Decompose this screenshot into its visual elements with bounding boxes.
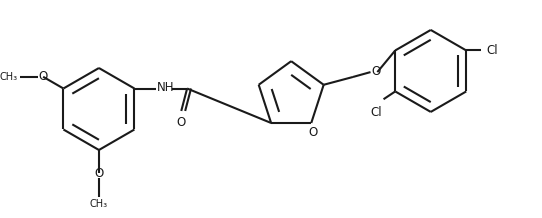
Text: NH: NH <box>157 81 175 94</box>
Text: O: O <box>177 116 186 129</box>
Text: Cl: Cl <box>487 44 498 57</box>
Text: CH₃: CH₃ <box>90 199 108 209</box>
Text: CH₃: CH₃ <box>0 72 18 82</box>
Text: O: O <box>94 167 104 180</box>
Text: O: O <box>38 70 48 83</box>
Text: O: O <box>308 126 318 139</box>
Text: Cl: Cl <box>370 106 382 119</box>
Text: O: O <box>371 65 380 78</box>
